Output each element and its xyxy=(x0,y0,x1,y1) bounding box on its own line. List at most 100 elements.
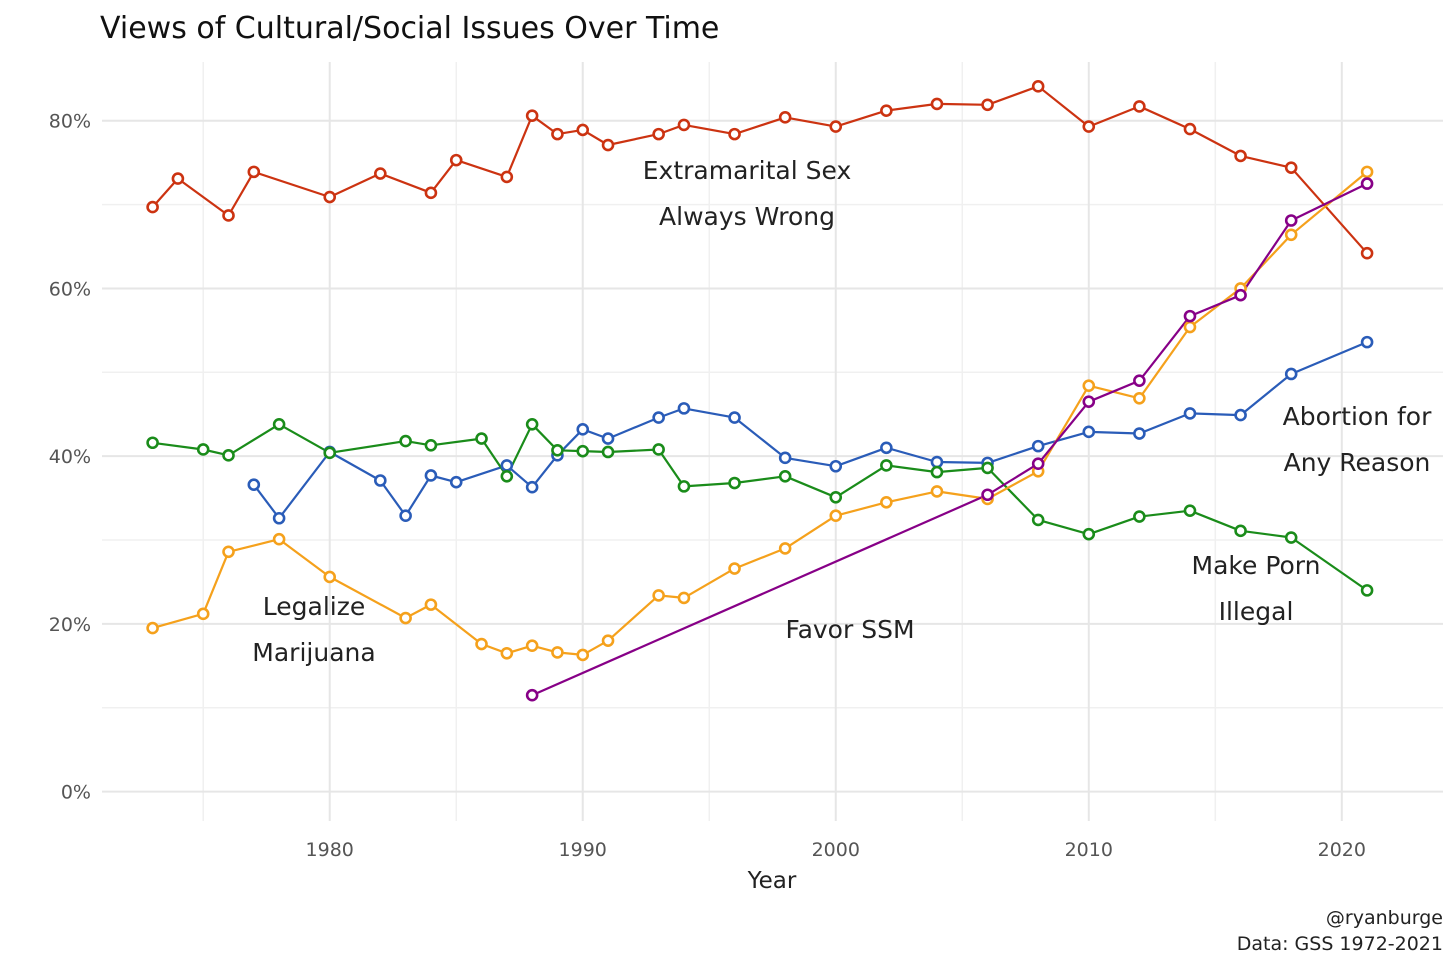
series-2-point xyxy=(601,445,615,459)
series-3-point xyxy=(652,589,665,602)
annotation-extramarital-line2: Always Wrong xyxy=(659,202,835,231)
series-2-point xyxy=(1183,504,1197,517)
series-2-point xyxy=(222,449,235,462)
series-0-point xyxy=(880,104,893,117)
series-2-point xyxy=(652,443,665,456)
series-0-point xyxy=(728,127,741,141)
series-2-point xyxy=(1284,531,1298,544)
series-3-point xyxy=(222,545,235,559)
series-1-line xyxy=(252,341,1368,520)
gridlines xyxy=(102,62,1443,821)
series-3-point xyxy=(1082,379,1096,393)
series-2-line xyxy=(152,423,1368,592)
series-3-point xyxy=(930,485,944,498)
series-2-point xyxy=(525,418,539,431)
x-tick-label: 1980 xyxy=(306,839,354,861)
series-0-point xyxy=(778,111,792,124)
series-1-point xyxy=(930,455,944,469)
series-0-point xyxy=(247,165,261,179)
series-0-point xyxy=(171,172,185,185)
series-0-point xyxy=(1234,149,1247,163)
series-0-point xyxy=(424,186,438,200)
series-3-point xyxy=(146,621,159,635)
series-3-point xyxy=(1183,320,1197,334)
series-0-point xyxy=(829,120,843,133)
series-1-point xyxy=(601,432,615,445)
series-2-point xyxy=(399,434,412,448)
x-tick-label: 2000 xyxy=(812,839,860,861)
annotation-ssm: Favor SSM xyxy=(785,615,914,644)
series-1-point xyxy=(1031,439,1045,453)
annotation-abortion-line1: Abortion for xyxy=(1283,402,1432,431)
annotation-marijuana-line1: Legalize xyxy=(263,592,365,621)
series-3-point xyxy=(525,639,539,653)
series-0-point xyxy=(146,200,159,214)
series-0-point xyxy=(1082,120,1096,133)
series-1-point xyxy=(728,411,741,424)
x-tick-label: 2020 xyxy=(1318,839,1366,861)
series-0-point xyxy=(601,138,615,152)
series-3-point xyxy=(829,509,843,523)
series-2-point xyxy=(551,444,564,457)
series-1-point xyxy=(500,459,514,472)
series-0-point xyxy=(1360,246,1374,260)
series-1-point xyxy=(677,402,691,415)
series-0-point xyxy=(930,97,944,111)
series-2-point xyxy=(424,438,438,452)
series-4-point xyxy=(1031,457,1045,471)
series-2-point xyxy=(272,418,286,431)
annotation-porn-line1: Make Porn xyxy=(1192,551,1321,580)
series-4-point xyxy=(1284,214,1298,227)
series-3-point xyxy=(399,611,412,625)
series-2-point xyxy=(1133,510,1146,523)
caption-author: @ryanburge xyxy=(1326,907,1443,929)
series-1-point xyxy=(652,411,665,424)
annotation-porn-line2: Illegal xyxy=(1219,597,1294,626)
series-2-point xyxy=(475,432,488,445)
y-tick-label: 20% xyxy=(49,614,91,636)
annotation-extramarital-line1: Extramarital Sex xyxy=(643,156,852,185)
axis-ticks: 1980 1990 2000 2010 2020 0% 20% 40% 60% 80% xyxy=(49,111,1366,861)
y-tick-label: 60% xyxy=(49,278,91,300)
series-0-point xyxy=(449,153,463,167)
series-1-point xyxy=(247,478,261,491)
series-1-point xyxy=(374,474,387,487)
series-4-point xyxy=(1234,288,1247,302)
series-3-point xyxy=(475,637,488,651)
y-tick-label: 0% xyxy=(61,782,91,804)
series-3-point xyxy=(778,542,792,555)
series-1-point xyxy=(399,509,412,523)
series-3-point xyxy=(551,646,564,659)
series-3-point xyxy=(880,496,893,509)
series-0-point xyxy=(222,209,235,222)
y-tick-label: 80% xyxy=(49,111,91,133)
series-group xyxy=(146,80,1374,702)
series-0-point xyxy=(1284,161,1298,174)
series-0-point xyxy=(1183,122,1197,136)
series-4-point xyxy=(1360,177,1374,190)
series-0-point xyxy=(500,170,514,184)
series-0-point xyxy=(1133,100,1146,113)
series-2-point xyxy=(196,443,210,456)
series-0-point xyxy=(677,118,691,132)
series-0-line xyxy=(151,85,1368,254)
series-3-point xyxy=(677,591,691,605)
series-1-point xyxy=(1082,425,1096,439)
series-2-point xyxy=(677,480,691,493)
series-2-point xyxy=(981,461,994,475)
series-4-point xyxy=(525,688,539,702)
series-3-point xyxy=(1360,165,1374,179)
series-1-point xyxy=(1234,408,1247,422)
series-3-point xyxy=(272,532,286,546)
x-tick-label: 1990 xyxy=(559,839,607,861)
series-4-point xyxy=(1082,395,1096,408)
series-2-point xyxy=(728,476,741,490)
series-4-point xyxy=(1133,374,1146,387)
series-1-point xyxy=(272,511,286,525)
series-3-point xyxy=(196,607,210,621)
x-tick-label: 2010 xyxy=(1065,839,1113,861)
annotations: Extramarital Sex Always Wrong Legalize M… xyxy=(252,156,1432,667)
series-0-point xyxy=(1031,80,1045,93)
series-2-point xyxy=(1031,513,1045,527)
series-0-point xyxy=(525,109,539,122)
